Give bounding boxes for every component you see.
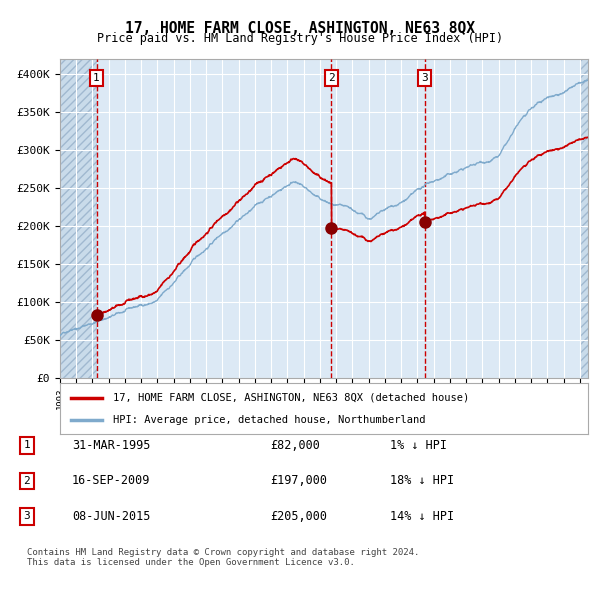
Text: 16-SEP-2009: 16-SEP-2009 [72, 474, 151, 487]
Bar [580, 59, 588, 378]
Bar [60, 59, 97, 378]
Text: £197,000: £197,000 [270, 474, 327, 487]
Text: 17, HOME FARM CLOSE, ASHINGTON, NE63 8QX (detached house): 17, HOME FARM CLOSE, ASHINGTON, NE63 8QX… [113, 392, 469, 402]
Text: 17, HOME FARM CLOSE, ASHINGTON, NE63 8QX: 17, HOME FARM CLOSE, ASHINGTON, NE63 8QX [125, 21, 475, 35]
Text: £82,000: £82,000 [270, 439, 320, 452]
Text: 08-JUN-2015: 08-JUN-2015 [72, 510, 151, 523]
Text: 1% ↓ HPI: 1% ↓ HPI [390, 439, 447, 452]
Bar [580, 59, 588, 378]
Text: HPI: Average price, detached house, Northumberland: HPI: Average price, detached house, Nort… [113, 415, 425, 425]
Text: 18% ↓ HPI: 18% ↓ HPI [390, 474, 454, 487]
Text: 1: 1 [23, 441, 31, 450]
Text: 3: 3 [23, 512, 31, 521]
Text: 31-MAR-1995: 31-MAR-1995 [72, 439, 151, 452]
Text: Price paid vs. HM Land Registry's House Price Index (HPI): Price paid vs. HM Land Registry's House … [97, 32, 503, 45]
Text: 2: 2 [328, 73, 335, 83]
Text: 2: 2 [23, 476, 31, 486]
Text: 1: 1 [93, 73, 100, 83]
Bar [60, 59, 97, 378]
Text: Contains HM Land Registry data © Crown copyright and database right 2024.
This d: Contains HM Land Registry data © Crown c… [27, 548, 419, 567]
Text: £205,000: £205,000 [270, 510, 327, 523]
Text: 14% ↓ HPI: 14% ↓ HPI [390, 510, 454, 523]
Text: 3: 3 [421, 73, 428, 83]
